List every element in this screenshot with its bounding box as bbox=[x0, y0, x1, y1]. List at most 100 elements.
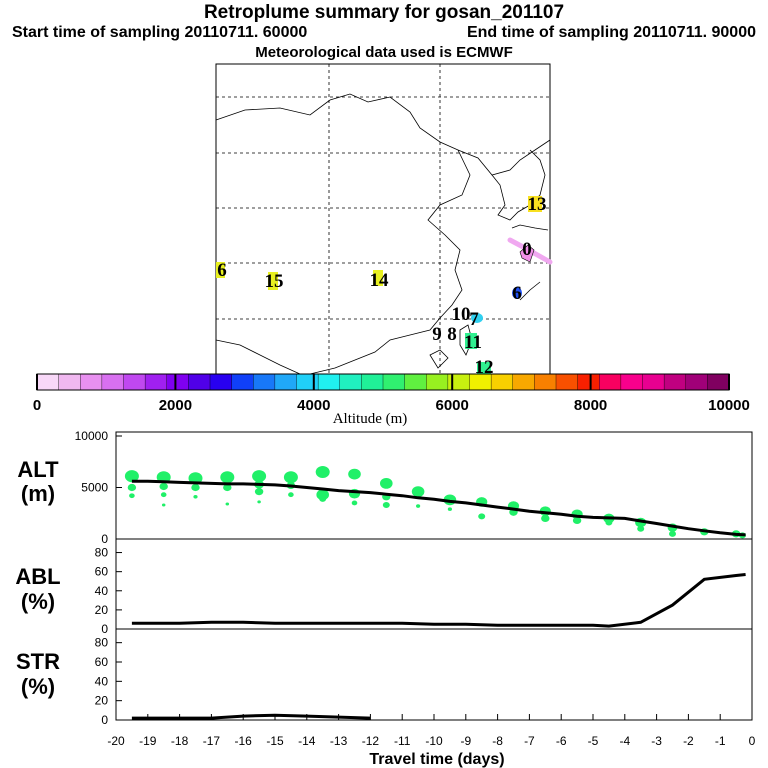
y-tick-label: 5000 bbox=[81, 481, 108, 495]
x-tick-label: -18 bbox=[171, 734, 189, 748]
start-time-label: Start time of sampling 20110711. 60000 bbox=[12, 24, 308, 41]
y-tick-label: 20 bbox=[95, 603, 109, 617]
alt-scatter-point bbox=[220, 471, 235, 484]
alt-scatter-point bbox=[124, 470, 139, 483]
chart-title: Retroplume summary for gosan_201107 bbox=[203, 2, 565, 23]
map-frame bbox=[215, 63, 551, 375]
colorbar-cell bbox=[144, 373, 168, 391]
abl-panel: ABL (%) 80 60 40 20 0 bbox=[15, 538, 753, 636]
x-tick-label: -3 bbox=[651, 734, 662, 748]
str-frame bbox=[115, 628, 753, 721]
map-label: 0 bbox=[522, 239, 532, 260]
plume-patch-7 bbox=[471, 313, 483, 323]
colorbar: 0 2000 4000 6000 8000 10000 Altitude (m) bbox=[33, 373, 750, 427]
str-yticks: 80 60 40 20 0 bbox=[95, 636, 122, 727]
plume-patch-12 bbox=[477, 362, 491, 374]
colorbar-cell bbox=[80, 373, 103, 391]
y-tick-label: 40 bbox=[95, 584, 109, 598]
colorbar-cell bbox=[426, 373, 449, 391]
x-tick-label: 0 bbox=[749, 734, 756, 748]
map-label: 6 bbox=[512, 283, 522, 304]
str-line bbox=[131, 713, 371, 720]
colorbar-cell bbox=[620, 373, 644, 391]
alt-scatter-point bbox=[159, 482, 168, 491]
x-tick-label: -8 bbox=[492, 734, 503, 748]
abl-label: ABL bbox=[15, 564, 60, 589]
alt-scatter-point bbox=[382, 502, 390, 509]
alt-yticks: 10000 5000 0 bbox=[75, 429, 122, 546]
x-tick-label: -6 bbox=[556, 734, 567, 748]
alt-label: ALT bbox=[17, 457, 59, 482]
abl-yticks: 80 60 40 20 0 bbox=[95, 546, 122, 636]
y-tick-label: 0 bbox=[101, 622, 108, 636]
str-unit: (%) bbox=[21, 674, 55, 699]
abl-unit: (%) bbox=[21, 589, 55, 614]
map-panel: 6 15 14 13 0 6 107 9 8 11 12 bbox=[215, 63, 553, 378]
alt-scatter-point bbox=[315, 466, 330, 479]
alt-scatter-point bbox=[669, 530, 676, 537]
colorbar-tick-label: 2000 bbox=[159, 397, 192, 414]
colorbar-cell bbox=[534, 373, 557, 391]
alt-scatter-point bbox=[193, 494, 198, 499]
alt-scatter-point bbox=[254, 488, 264, 496]
alt-scatter-point bbox=[191, 483, 200, 492]
colorbar-cells bbox=[36, 373, 730, 391]
alt-scatter bbox=[124, 466, 746, 539]
alt-scatter-point bbox=[348, 468, 361, 480]
colorbar-tick-label: 4000 bbox=[297, 397, 330, 414]
x-tick-label: -10 bbox=[425, 734, 443, 748]
colorbar-cell bbox=[707, 373, 730, 391]
colorbar-cell bbox=[231, 373, 254, 391]
map-label: 15 bbox=[265, 271, 284, 292]
met-data-label: Meteorological data used is ECMWF bbox=[255, 44, 513, 61]
map-labels: 6 15 14 13 0 6 107 9 8 11 12 bbox=[217, 194, 546, 378]
str-label: STR bbox=[16, 649, 60, 674]
y-tick-label: 40 bbox=[95, 674, 109, 688]
colorbar-cell bbox=[469, 373, 492, 391]
colorbar-cell bbox=[253, 373, 276, 391]
alt-line bbox=[131, 479, 746, 537]
plume-patch-11 bbox=[465, 333, 477, 349]
x-tick-label: -13 bbox=[330, 734, 348, 748]
y-tick-label: 60 bbox=[95, 565, 109, 579]
alt-scatter-point bbox=[605, 519, 613, 526]
colorbar-cell bbox=[447, 373, 471, 391]
alt-scatter-point bbox=[478, 513, 486, 520]
coastlines bbox=[215, 93, 551, 375]
colorbar-cell bbox=[512, 373, 536, 391]
plume-patch-6 bbox=[512, 287, 522, 299]
colorbar-cell bbox=[404, 373, 427, 391]
y-tick-label: 80 bbox=[95, 546, 109, 560]
colorbar-cell bbox=[490, 373, 514, 391]
colorbar-cell bbox=[188, 373, 211, 391]
colorbar-cell bbox=[123, 373, 146, 391]
colorbar-cell bbox=[382, 373, 406, 391]
x-tick-label: -20 bbox=[107, 734, 125, 748]
x-tick-label: -15 bbox=[266, 734, 284, 748]
alt-panel: ALT (m) 10000 5000 0 bbox=[17, 429, 753, 546]
colorbar-cell bbox=[339, 373, 363, 391]
x-tick-label: -1 bbox=[715, 734, 726, 748]
x-tick-label: -12 bbox=[362, 734, 380, 748]
alt-scatter-point bbox=[411, 486, 425, 498]
y-tick-label: 20 bbox=[95, 694, 109, 708]
alt-scatter-point bbox=[447, 507, 452, 511]
x-tick-label: -2 bbox=[683, 734, 694, 748]
alt-scatter-point bbox=[319, 495, 327, 502]
alt-scatter-point bbox=[288, 492, 294, 498]
map-label: 12 bbox=[475, 357, 494, 378]
map-label: 13 bbox=[528, 194, 547, 215]
colorbar-cell bbox=[555, 373, 579, 391]
colorbar-cell bbox=[274, 373, 298, 391]
alt-scatter-point bbox=[252, 470, 267, 483]
plume-patch-6w bbox=[216, 262, 225, 278]
alt-scatter-point bbox=[127, 483, 137, 492]
colorbar-label: Altitude (m) bbox=[333, 411, 408, 427]
alt-scatter-point bbox=[572, 516, 582, 525]
colorbar-cell bbox=[209, 373, 233, 391]
map-label: 10 bbox=[452, 304, 471, 325]
colorbar-cell bbox=[599, 373, 622, 391]
x-tick-label: -7 bbox=[524, 734, 535, 748]
